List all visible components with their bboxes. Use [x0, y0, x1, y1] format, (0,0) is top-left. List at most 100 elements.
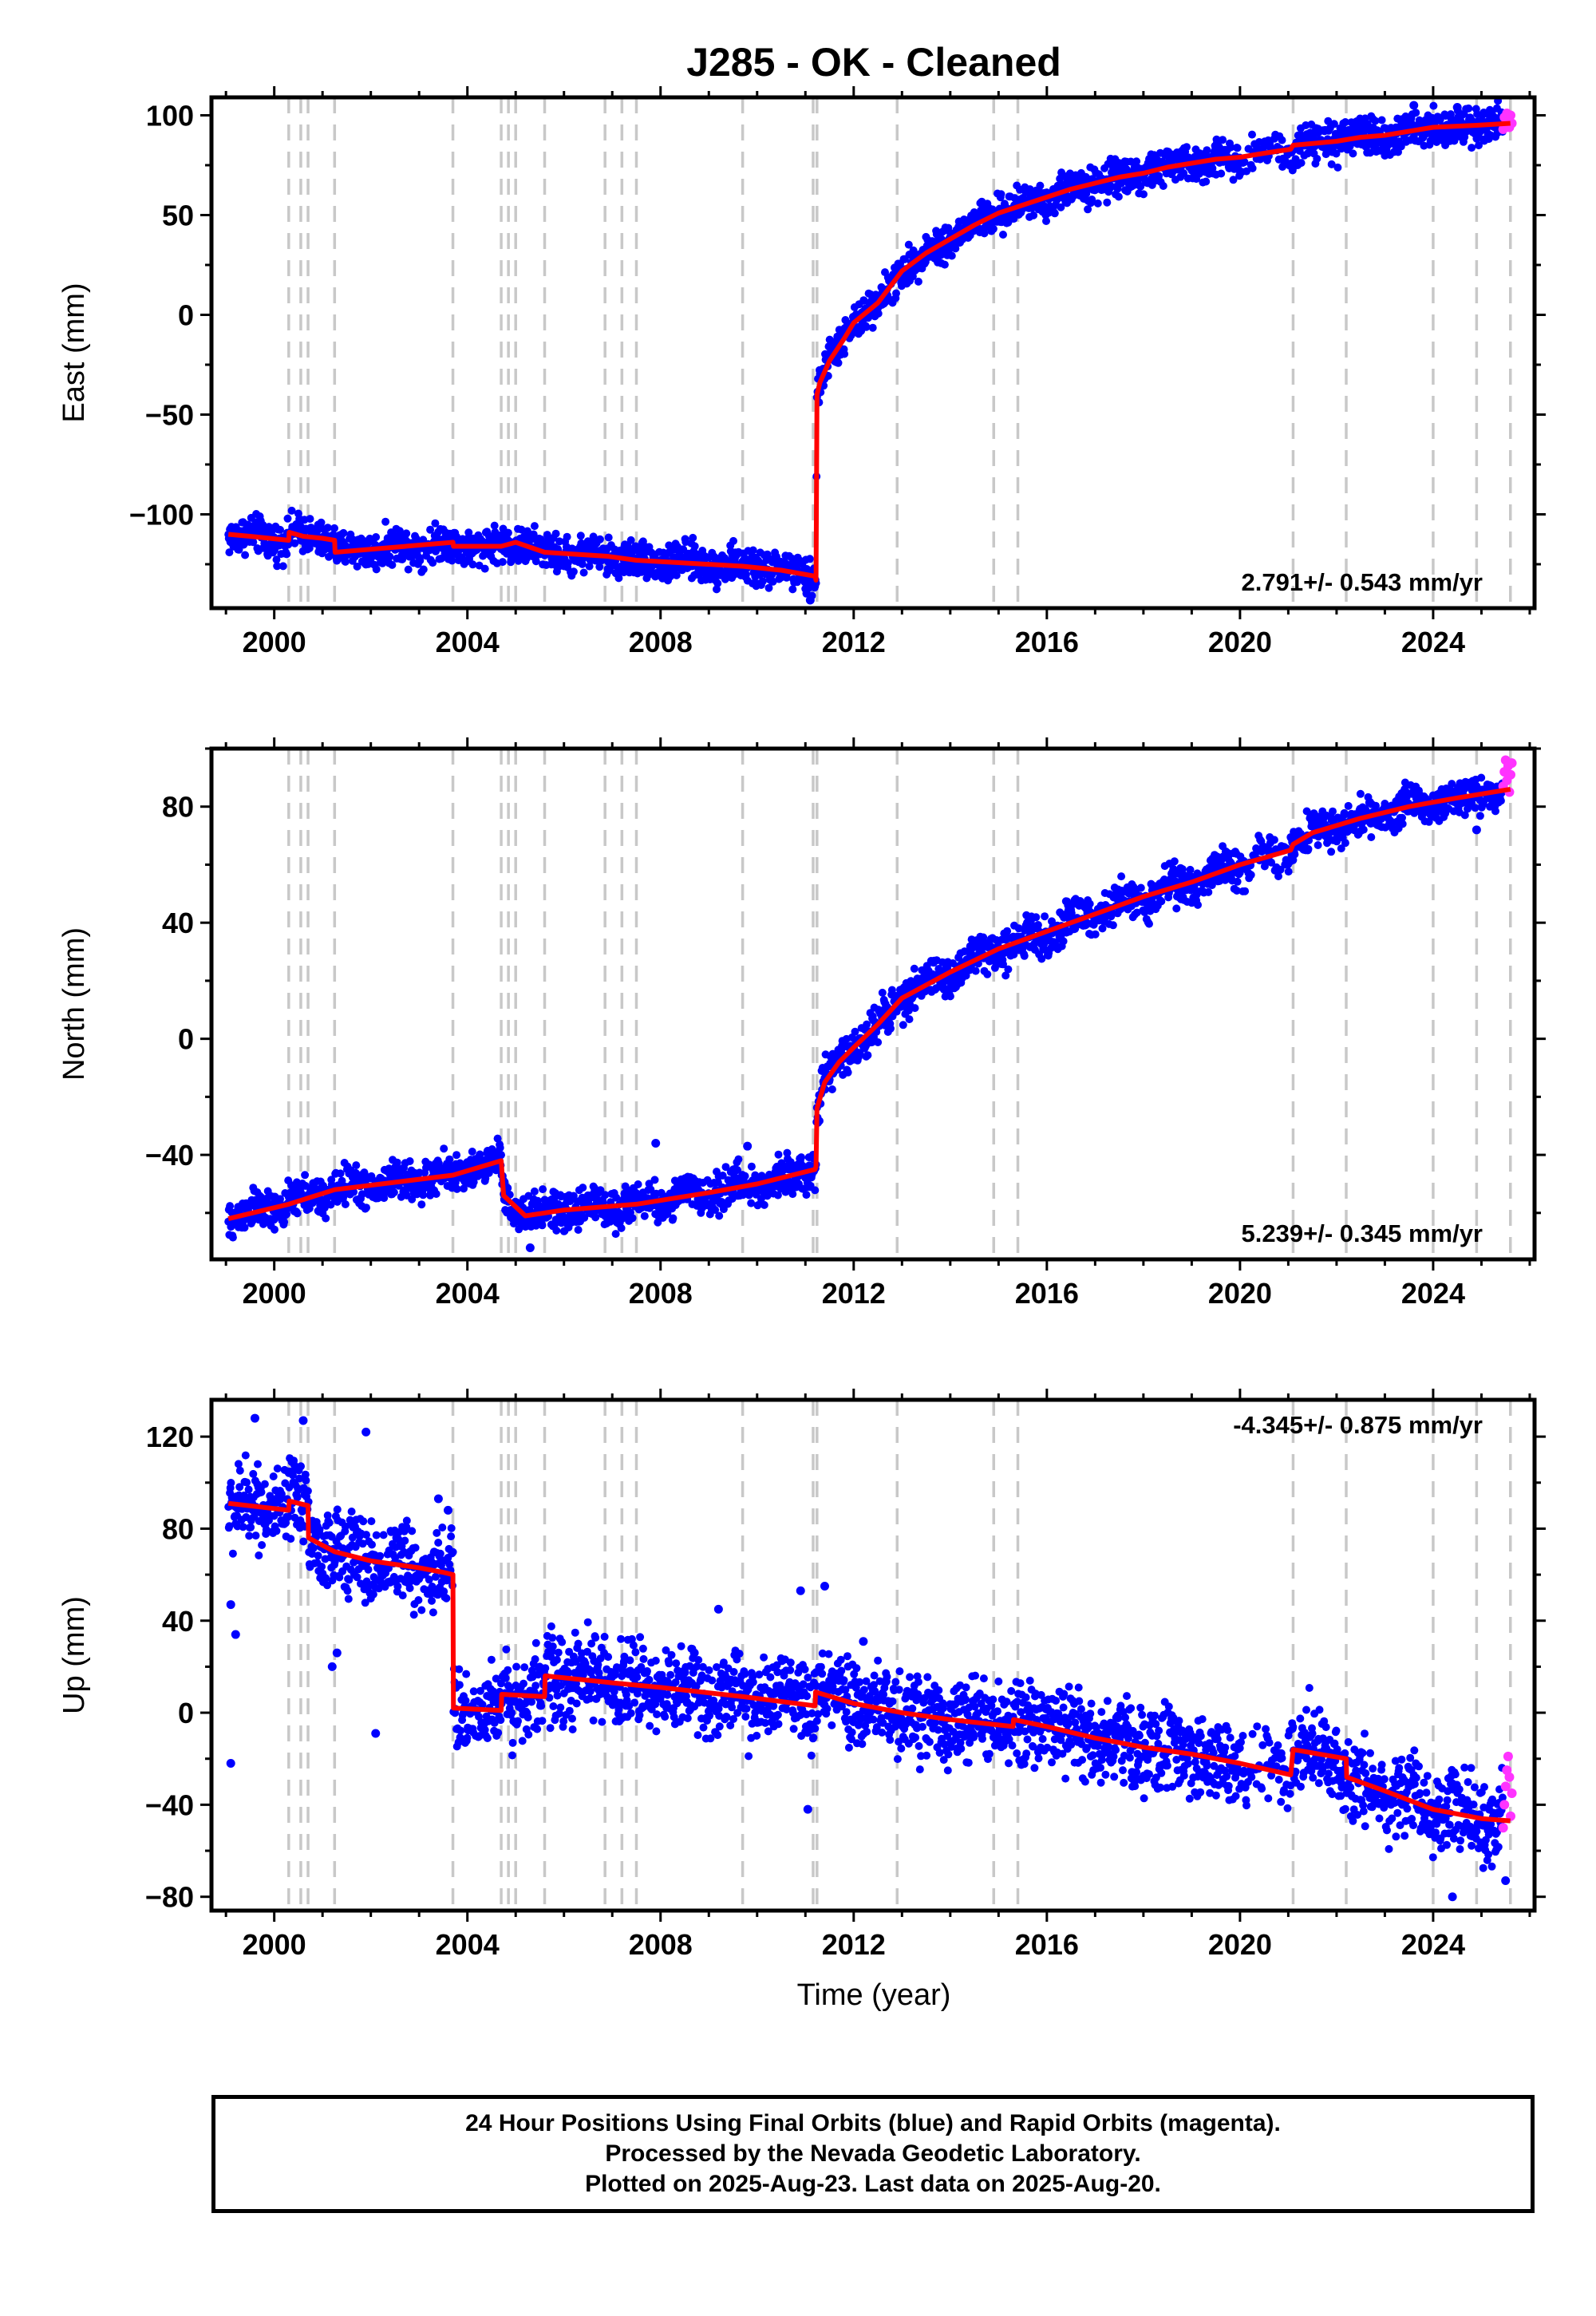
east-final-point-2068 [1297, 159, 1306, 168]
east-axes-frame [209, 95, 1537, 611]
north-final-point-1261 [863, 1051, 872, 1060]
north-final-point-1306 [887, 1024, 895, 1033]
east-final-point-482 [468, 560, 477, 569]
north-final-point-136 [293, 1209, 302, 1218]
east-final-point-2099 [1313, 154, 1321, 163]
east-final-point-291 [372, 533, 381, 541]
north-final-point-1353 [910, 964, 918, 973]
east-final-point-196 [323, 524, 332, 532]
north-final-point-1610 [1041, 912, 1049, 921]
north-final-point-2033 [1270, 836, 1278, 844]
north-final-point-775 [617, 1223, 626, 1232]
east-final-point-552 [504, 528, 512, 537]
east-final-point-578 [517, 525, 526, 534]
north-final-point-362 [408, 1195, 417, 1203]
north-final-point-2088 [1304, 844, 1313, 853]
panel-east: 2000 2004 2008 2012 2016 2020 2024−100−5005010… [57, 86, 1546, 658]
north-final-point-1006 [734, 1155, 743, 1164]
east-final-point-355 [404, 565, 413, 574]
north-final-point-1085 [774, 1150, 783, 1159]
east-final-point-525 [490, 521, 499, 530]
north-final-point-1032 [747, 1162, 756, 1171]
east-final-point-604 [530, 522, 539, 531]
east-final-point-1342 [904, 240, 913, 249]
north-final-point-1191 [828, 1085, 836, 1093]
north-final-point-9 [228, 1233, 237, 1242]
north-final-point-1866 [1170, 857, 1179, 866]
north-final-point-1912 [1194, 900, 1202, 909]
east-final-point-2204 [1366, 148, 1374, 157]
north-final-point-968 [715, 1211, 724, 1220]
east-final-point-1434 [951, 244, 960, 253]
chart-title: J285 - OK - Cleaned [686, 40, 1061, 85]
north-final-point-1130 [797, 1153, 806, 1162]
east-final-point-2121 [1324, 117, 1333, 125]
east-final-point-1215 [840, 350, 849, 358]
east-final-point-997 [729, 571, 738, 579]
east-final-point-733 [595, 535, 604, 543]
east-final-point-541 [498, 558, 507, 567]
east-rapid-point-6 [1506, 110, 1516, 121]
east-final-point-2214 [1371, 117, 1380, 125]
east-final-point-378 [416, 556, 425, 565]
east-final-point-2035 [1278, 136, 1286, 144]
north-final-point-1343 [905, 1015, 914, 1024]
east-final-point-1977 [1227, 143, 1235, 152]
north-final-point-536 [496, 1144, 504, 1152]
north-final-point-115 [282, 1210, 291, 1219]
east-final-point-1715 [1093, 199, 1102, 207]
east-final-point-653 [555, 537, 564, 546]
north-final-point-264 [358, 1190, 366, 1199]
north-final-point-1497 [983, 970, 992, 978]
east-final-points [224, 97, 1507, 605]
north-final-point-2212 [1367, 833, 1376, 841]
east-final-point-102 [276, 525, 284, 534]
east-final-point-1733 [1103, 198, 1112, 207]
east-final-point-920 [690, 542, 699, 551]
east-final-point-125 [287, 506, 296, 515]
north-final-point-333 [393, 1158, 401, 1167]
east-final-point-916 [689, 533, 697, 542]
north-final-point-2197 [1359, 825, 1368, 834]
east-final-point-1203 [834, 358, 843, 367]
east-final-point-2137 [1332, 149, 1341, 158]
east-final-point-160 [305, 544, 314, 552]
north-final-point-1593 [1032, 913, 1041, 922]
north-final-point-1354 [911, 1004, 919, 1013]
north-final-point-231 [341, 1200, 350, 1208]
east-velocity-label: 2.791+/- 0.543 mm/yr [1242, 568, 1483, 596]
north-final-point-1424 [946, 992, 954, 1001]
north-final-point-1840 [1157, 897, 1166, 906]
east-final-point-770 [614, 574, 623, 583]
east-final-point-965 [713, 579, 722, 587]
east-y-tick-label-3: 50 [162, 200, 194, 232]
east-final-point-2155 [1341, 118, 1349, 126]
north-final-point-604 [530, 1187, 539, 1196]
east-final-point-1317 [892, 289, 900, 298]
east-final-point-1528 [999, 231, 1007, 239]
east-final-point-209 [330, 524, 338, 532]
north-final-point-538 [497, 1151, 505, 1160]
east-final-point-403 [429, 559, 437, 567]
north-final-point-1057 [760, 1200, 768, 1209]
panels: 2000 2004 2008 2012 2016 2020 2024−100−5005010… [57, 86, 1546, 1961]
east-final-point-2370 [1450, 136, 1459, 145]
north-final-point-252 [352, 1161, 361, 1170]
north-final-point-3 [226, 1202, 235, 1211]
east-final-point-1982 [1229, 176, 1238, 184]
north-final-point-1538 [1004, 965, 1013, 974]
north-final-point-1597 [1033, 921, 1042, 929]
east-final-point-2128 [1327, 160, 1336, 168]
east-model-line [227, 121, 1511, 583]
north-final-point-221 [336, 1169, 345, 1178]
east-final-point-720 [589, 532, 598, 541]
north-final-point-841 [650, 1176, 659, 1184]
east-final-point-49 [249, 538, 258, 547]
east-final-point-1113 [788, 585, 797, 594]
east-final-point-310 [381, 517, 390, 526]
north-final-point-151 [301, 1171, 310, 1180]
east-final-point-1630 [1050, 209, 1059, 218]
north-final-point-102 [276, 1195, 284, 1203]
east-y-tick-label-4: 100 [146, 100, 194, 132]
east-final-point-1930 [1203, 146, 1211, 155]
